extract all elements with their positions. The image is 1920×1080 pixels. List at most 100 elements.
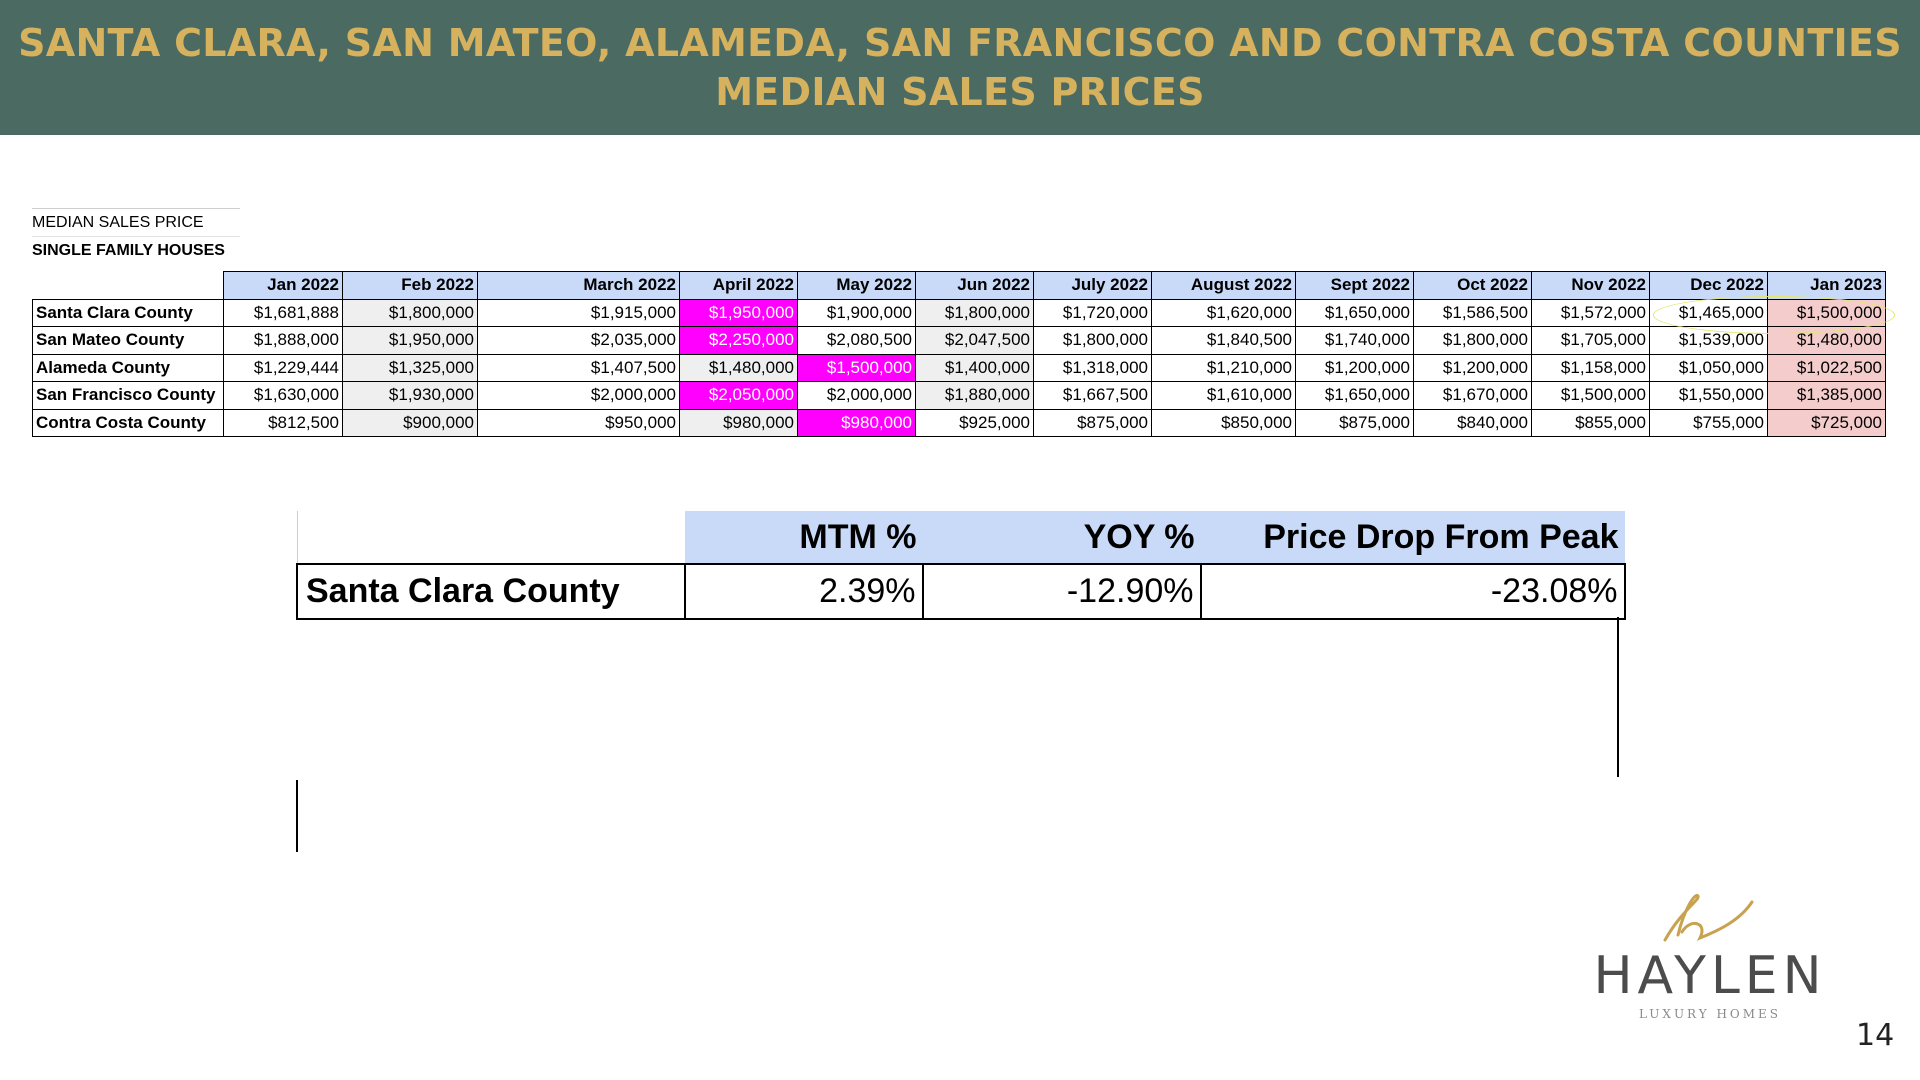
price-cell: $1,550,000 xyxy=(1649,381,1768,410)
logo-subtitle: LUXURY HOMES xyxy=(1638,1007,1782,1021)
logo-swash xyxy=(1663,894,1754,942)
price-cell: $755,000 xyxy=(1649,408,1768,437)
header-corner xyxy=(32,271,224,300)
county-name: Santa Clara County xyxy=(32,298,224,327)
price-cell: $1,950,000 xyxy=(679,298,798,327)
highlight-circle xyxy=(1653,296,1895,334)
price-cell: $1,586,500 xyxy=(1413,298,1532,327)
price-cell: $850,000 xyxy=(1151,408,1296,437)
price-cell: $875,000 xyxy=(1033,408,1152,437)
price-cell: $1,670,000 xyxy=(1413,381,1532,410)
price-cell: $2,250,000 xyxy=(679,326,798,355)
price-cell: $1,630,000 xyxy=(223,381,343,410)
price-cell: $1,720,000 xyxy=(1033,298,1152,327)
price-cell: $875,000 xyxy=(1295,408,1414,437)
col-header: April 2022 xyxy=(679,271,798,300)
price-cell: $1,950,000 xyxy=(342,326,478,355)
price-cell: $1,880,000 xyxy=(915,381,1034,410)
price-cell: $2,000,000 xyxy=(477,381,680,410)
price-cell: $855,000 xyxy=(1531,408,1650,437)
county-name: Contra Costa County xyxy=(32,408,224,437)
summary-row: Santa Clara County 2.39% -12.90% -23.08% xyxy=(296,563,1626,620)
grid-line xyxy=(296,780,298,852)
col-header: Oct 2022 xyxy=(1413,271,1532,300)
table-header-row: Jan 2022 Feb 2022 March 2022 April 2022 … xyxy=(32,271,1886,300)
price-cell: $1,800,000 xyxy=(1413,326,1532,355)
price-cell: $1,610,000 xyxy=(1151,381,1296,410)
haylen-logo-mark xyxy=(1663,894,1754,942)
table-row: Santa Clara County $1,681,888 $1,800,000 $1… xyxy=(32,298,1886,327)
price-cell: $1,800,000 xyxy=(1033,326,1152,355)
header-title-line1: SANTA CLARA, SAN MATEO, ALAMEDA, SAN FRA… xyxy=(18,20,1902,65)
price-cell: $1,385,000 xyxy=(1767,381,1886,410)
price-cell: $900,000 xyxy=(342,408,478,437)
price-cell: $980,000 xyxy=(679,408,798,437)
table-row: San Francisco County $1,630,000 $1,930,000… xyxy=(32,381,1886,410)
price-cell: $1,500,000 xyxy=(1531,381,1650,410)
summary-table: MTM % YOY % Price Drop From Peak Santa C… xyxy=(296,511,1626,620)
col-header: March 2022 xyxy=(477,271,680,300)
price-cell: $2,047,500 xyxy=(915,326,1034,355)
header-title-line2: MEDIAN SALES PRICES xyxy=(715,69,1205,114)
price-cell: $1,200,000 xyxy=(1295,353,1414,382)
price-cell: $1,740,000 xyxy=(1295,326,1414,355)
summary-col-header: Price Drop From Peak xyxy=(1200,511,1625,564)
summary-header-row: MTM % YOY % Price Drop From Peak xyxy=(296,511,1625,564)
logo-wordmark: HAYLEN xyxy=(1593,946,1827,1006)
caption-line1: MEDIAN SALES PRICE xyxy=(32,209,240,237)
summary-yoy: -12.90% xyxy=(921,563,1202,620)
summary-county-name: Santa Clara County xyxy=(296,563,686,620)
col-header: Jun 2022 xyxy=(915,271,1034,300)
col-header: August 2022 xyxy=(1151,271,1296,300)
col-header: Nov 2022 xyxy=(1531,271,1650,300)
price-cell: $925,000 xyxy=(915,408,1034,437)
price-cell: $980,000 xyxy=(797,408,916,437)
price-cell: $1,210,000 xyxy=(1151,353,1296,382)
price-cell: $1,050,000 xyxy=(1649,353,1768,382)
price-cell: $950,000 xyxy=(477,408,680,437)
price-cell: $1,888,000 xyxy=(223,326,343,355)
summary-drop: -23.08% xyxy=(1199,563,1626,620)
price-cell: $2,000,000 xyxy=(797,381,916,410)
col-header: Jan 2022 xyxy=(223,271,343,300)
price-cell: $1,930,000 xyxy=(342,381,478,410)
price-cell: $1,200,000 xyxy=(1413,353,1532,382)
price-cell: $1,915,000 xyxy=(477,298,680,327)
table-row: Alameda County $1,229,444 $1,325,000 $1,407… xyxy=(32,353,1886,382)
table-row: San Mateo County $1,888,000 $1,950,000 $2,0… xyxy=(32,326,1886,355)
slide-header: SANTA CLARA, SAN MATEO, ALAMEDA, SAN FRA… xyxy=(0,0,1920,135)
price-cell: $725,000 xyxy=(1767,408,1886,437)
county-name: Alameda County xyxy=(32,353,224,382)
price-cell: $2,050,000 xyxy=(679,381,798,410)
summary-col-header: MTM % xyxy=(684,511,923,564)
county-name: San Mateo County xyxy=(32,326,224,355)
price-cell: $1,158,000 xyxy=(1531,353,1650,382)
summary-corner xyxy=(296,511,685,564)
summary-mtm: 2.39% xyxy=(683,563,924,620)
price-cell: $1,407,500 xyxy=(477,353,680,382)
county-name: San Francisco County xyxy=(32,381,224,410)
price-cell: $1,400,000 xyxy=(915,353,1034,382)
table-caption: MEDIAN SALES PRICE SINGLE FAMILY HOUSES xyxy=(32,208,240,264)
price-cell: $1,500,000 xyxy=(797,353,916,382)
col-header: Sept 2022 xyxy=(1295,271,1414,300)
price-cell: $1,318,000 xyxy=(1033,353,1152,382)
price-cell: $1,229,444 xyxy=(223,353,343,382)
price-cell: $2,080,500 xyxy=(797,326,916,355)
price-cell: $1,800,000 xyxy=(342,298,478,327)
price-cell: $1,840,500 xyxy=(1151,326,1296,355)
price-cell: $2,035,000 xyxy=(477,326,680,355)
col-header: Jan 2023 xyxy=(1767,271,1886,300)
col-header: July 2022 xyxy=(1033,271,1152,300)
caption-line2: SINGLE FAMILY HOUSES xyxy=(32,242,225,259)
col-header: Feb 2022 xyxy=(342,271,478,300)
price-cell: $1,620,000 xyxy=(1151,298,1296,327)
summary-col-header: YOY % xyxy=(922,511,1201,564)
price-cell: $1,650,000 xyxy=(1295,381,1414,410)
price-cell: $1,667,500 xyxy=(1033,381,1152,410)
price-cell: $1,705,000 xyxy=(1531,326,1650,355)
median-prices-table: Jan 2022 Feb 2022 March 2022 April 2022 … xyxy=(32,271,1886,437)
price-cell: $1,480,000 xyxy=(679,353,798,382)
price-cell: $1,800,000 xyxy=(915,298,1034,327)
price-cell: $1,900,000 xyxy=(797,298,916,327)
